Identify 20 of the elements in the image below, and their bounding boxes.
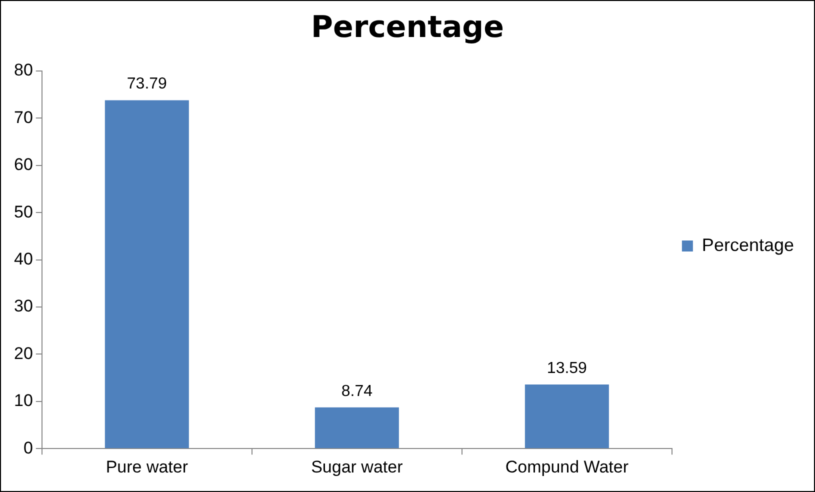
chart-title: Percentage [310,10,504,45]
y-tick-label: 30 [14,296,33,316]
bar [524,384,609,448]
x-tick-label: Compund Water [505,457,629,476]
y-tick-label: 0 [23,438,33,458]
y-tick-label: 70 [14,108,33,127]
x-tick-label: Pure water [106,457,188,476]
bar [104,100,189,448]
y-tick-label: 80 [14,60,33,80]
data-label: 73.79 [126,76,168,93]
data-label: 13.59 [546,360,588,377]
y-tick-label: 50 [14,202,33,222]
y-tick-label: 60 [14,155,33,174]
x-tick-label: Sugar water [311,457,404,476]
y-tick-label: 10 [14,391,33,410]
y-tick-label: 20 [14,344,33,363]
y-tick-label: 40 [14,249,33,268]
bar [314,407,399,448]
data-label: 8.74 [341,382,373,400]
legend-label: Percentage [702,234,794,255]
